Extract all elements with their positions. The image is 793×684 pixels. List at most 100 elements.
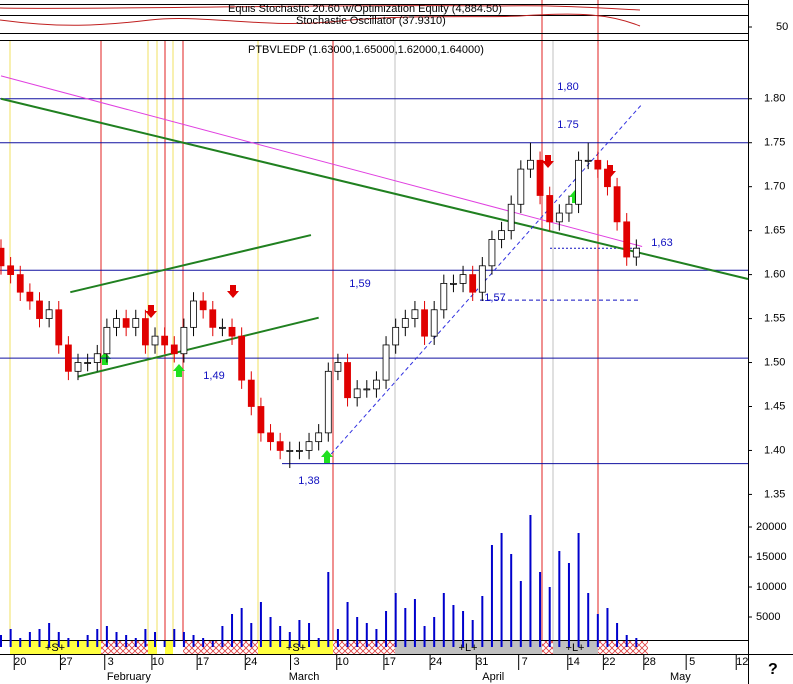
- y-tick-label: 1.35: [764, 488, 785, 500]
- candle-body: [363, 388, 371, 391]
- candle-body: [141, 318, 149, 346]
- volume-bar: [28, 632, 31, 647]
- candle-body: [555, 212, 563, 223]
- volume-bar: [86, 635, 89, 647]
- candle-body: [344, 362, 351, 399]
- candle-body: [604, 168, 611, 188]
- candle-body: [190, 300, 197, 328]
- month-label: February: [107, 671, 152, 683]
- volume-bar: [529, 515, 532, 647]
- volume-bar: [192, 635, 195, 647]
- volume-bar: [279, 626, 282, 647]
- volume-bar: [77, 641, 80, 647]
- volume-bar: [616, 623, 619, 647]
- candle-body: [632, 247, 640, 258]
- oscillator-label: Stochastic Oscillator (37.9310): [296, 15, 446, 27]
- volume-bar: [211, 641, 214, 647]
- volume-bar: [115, 632, 118, 647]
- candle-body: [296, 450, 303, 452]
- band-label: +S+: [286, 642, 306, 654]
- candle-body: [36, 300, 43, 319]
- volume-bar: [356, 617, 359, 647]
- x-tick-label: 14: [568, 656, 580, 668]
- volume-bar: [259, 602, 262, 647]
- volume-bar: [471, 620, 474, 647]
- volume-bar: [606, 608, 609, 647]
- volume-bar: [423, 626, 426, 647]
- volume-bar: [19, 638, 22, 647]
- candle-body: [373, 379, 380, 390]
- x-tick-label: 7: [522, 656, 528, 668]
- month-label: March: [289, 671, 320, 683]
- x-tick-label: 10: [337, 656, 349, 668]
- x-tick-label: 31: [476, 656, 488, 668]
- volume-bar: [38, 629, 41, 647]
- candle-body: [170, 344, 178, 355]
- volume-bar: [404, 608, 407, 647]
- volume-bar: [67, 638, 70, 647]
- y-tick-label: 1.55: [764, 312, 785, 324]
- candle-body: [247, 379, 255, 407]
- candle-body: [527, 159, 534, 170]
- volume-bar: [173, 629, 176, 647]
- candle-body: [565, 203, 573, 214]
- volume-bar: [250, 623, 253, 647]
- y-tick-label: 50: [776, 21, 788, 33]
- candle-body: [276, 441, 284, 451]
- annotation: 1,80: [557, 81, 578, 93]
- volume-bar: [519, 581, 522, 647]
- candle-body: [613, 186, 621, 223]
- volume-bar: [154, 632, 157, 647]
- y-tick-label: 1.80: [764, 93, 785, 105]
- candle-body: [324, 370, 332, 434]
- candle-body: [84, 362, 92, 364]
- candle-body: [16, 274, 24, 293]
- x-tick-label: 3: [108, 656, 114, 668]
- y-tick-label: 1.60: [764, 269, 785, 281]
- candle-body: [132, 318, 140, 328]
- band-label: +S+: [45, 642, 65, 654]
- candle-body: [305, 441, 313, 451]
- trendline: [330, 103, 643, 455]
- x-tick-label: 24: [430, 656, 442, 668]
- help-icon[interactable]: ?: [768, 661, 778, 678]
- volume-bar: [385, 611, 388, 647]
- volume-bar: [433, 617, 436, 647]
- candle-body: [584, 159, 592, 162]
- trendline: [77, 316, 319, 378]
- oscillator-line: [0, 13, 641, 27]
- chart-title: PTBVLEDP (1.63000,1.65000,1.62000,1.6400…: [248, 44, 484, 56]
- candle-body: [151, 335, 159, 346]
- volume-bar: [57, 632, 60, 647]
- volume-bar: [0, 635, 2, 647]
- candle-body: [536, 159, 544, 196]
- candle-body: [594, 159, 602, 170]
- volume-bar: [539, 572, 542, 647]
- volume-bar: [500, 533, 503, 647]
- candle-body: [430, 309, 438, 337]
- x-tick-label: 3: [293, 656, 299, 668]
- candle-body: [7, 265, 15, 276]
- volume-bar: [182, 632, 185, 647]
- volume-bar: [567, 563, 570, 647]
- x-tick-label: 24: [245, 656, 257, 668]
- month-label: May: [670, 671, 691, 683]
- volume-bar: [452, 605, 455, 647]
- volume-bar: [510, 554, 513, 647]
- volume-bar: [308, 623, 311, 647]
- volume-bar: [548, 587, 551, 647]
- annotation: 1,59: [349, 278, 370, 290]
- band-label: +L+: [459, 642, 478, 654]
- x-tick-label: 22: [603, 656, 615, 668]
- candle-body: [228, 326, 236, 337]
- volume-bar: [298, 620, 301, 647]
- candle-body: [267, 432, 274, 443]
- candle-body: [161, 335, 169, 346]
- candle-body: [623, 221, 631, 258]
- candle-body: [401, 318, 409, 328]
- candle-body: [440, 282, 448, 311]
- volume-bar: [288, 632, 291, 647]
- volume-bar: [413, 599, 416, 647]
